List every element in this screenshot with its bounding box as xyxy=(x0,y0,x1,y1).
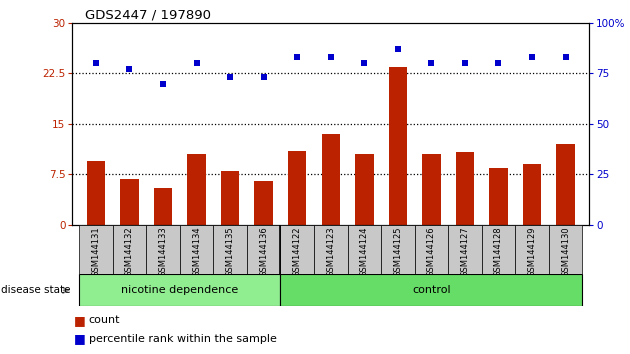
Bar xyxy=(321,134,340,225)
Text: GSM144127: GSM144127 xyxy=(461,226,469,277)
Text: GSM144135: GSM144135 xyxy=(226,226,234,277)
Text: GSM144126: GSM144126 xyxy=(427,226,436,277)
Bar xyxy=(280,274,582,306)
Text: GSM144130: GSM144130 xyxy=(561,226,570,277)
Text: ■: ■ xyxy=(74,314,86,327)
Bar xyxy=(280,225,314,274)
Bar xyxy=(87,161,105,225)
Bar xyxy=(247,225,280,274)
Bar xyxy=(79,225,113,274)
Text: control: control xyxy=(412,285,450,295)
Bar xyxy=(556,144,575,225)
Text: GSM144123: GSM144123 xyxy=(326,226,335,277)
Text: GSM144124: GSM144124 xyxy=(360,226,369,277)
Bar xyxy=(422,154,440,225)
Point xyxy=(91,61,101,66)
Bar xyxy=(79,274,280,306)
Text: GSM144133: GSM144133 xyxy=(159,226,168,277)
Text: GSM144132: GSM144132 xyxy=(125,226,134,277)
Bar xyxy=(255,181,273,225)
Point xyxy=(292,55,302,60)
Bar xyxy=(113,225,146,274)
Point xyxy=(561,55,571,60)
Bar xyxy=(549,225,582,274)
Point xyxy=(493,61,503,66)
Bar xyxy=(221,171,239,225)
Bar xyxy=(515,225,549,274)
Bar xyxy=(288,151,306,225)
Bar xyxy=(187,154,206,225)
Point xyxy=(225,75,235,80)
Text: GSM144125: GSM144125 xyxy=(393,226,403,277)
Point xyxy=(192,61,202,66)
Text: GSM144129: GSM144129 xyxy=(527,226,537,277)
Point xyxy=(158,81,168,86)
Bar xyxy=(214,225,247,274)
Text: ■: ■ xyxy=(74,332,86,345)
Text: GSM144131: GSM144131 xyxy=(91,226,100,277)
Text: count: count xyxy=(89,315,120,325)
Bar xyxy=(482,225,515,274)
Point xyxy=(392,46,403,52)
Point xyxy=(326,55,336,60)
Bar xyxy=(314,225,348,274)
Text: nicotine dependence: nicotine dependence xyxy=(121,285,238,295)
Point xyxy=(427,61,437,66)
Text: GSM144122: GSM144122 xyxy=(293,226,302,277)
Text: GDS2447 / 197890: GDS2447 / 197890 xyxy=(85,9,211,22)
Bar xyxy=(455,152,474,225)
Bar xyxy=(490,168,508,225)
Bar xyxy=(523,164,541,225)
Bar xyxy=(348,225,381,274)
Bar xyxy=(389,67,407,225)
Bar xyxy=(120,179,139,225)
Point xyxy=(359,61,369,66)
Point xyxy=(125,67,135,72)
Text: disease state: disease state xyxy=(1,285,71,295)
Bar xyxy=(154,188,172,225)
Bar xyxy=(180,225,214,274)
Text: percentile rank within the sample: percentile rank within the sample xyxy=(89,334,277,344)
Bar xyxy=(448,225,482,274)
Point xyxy=(460,61,470,66)
Text: GSM144134: GSM144134 xyxy=(192,226,201,277)
Text: GSM144128: GSM144128 xyxy=(494,226,503,277)
Bar xyxy=(381,225,415,274)
Text: GSM144136: GSM144136 xyxy=(259,226,268,277)
Bar xyxy=(415,225,448,274)
Bar xyxy=(355,154,374,225)
Bar xyxy=(146,225,180,274)
Point xyxy=(259,75,269,80)
Point xyxy=(527,55,537,60)
